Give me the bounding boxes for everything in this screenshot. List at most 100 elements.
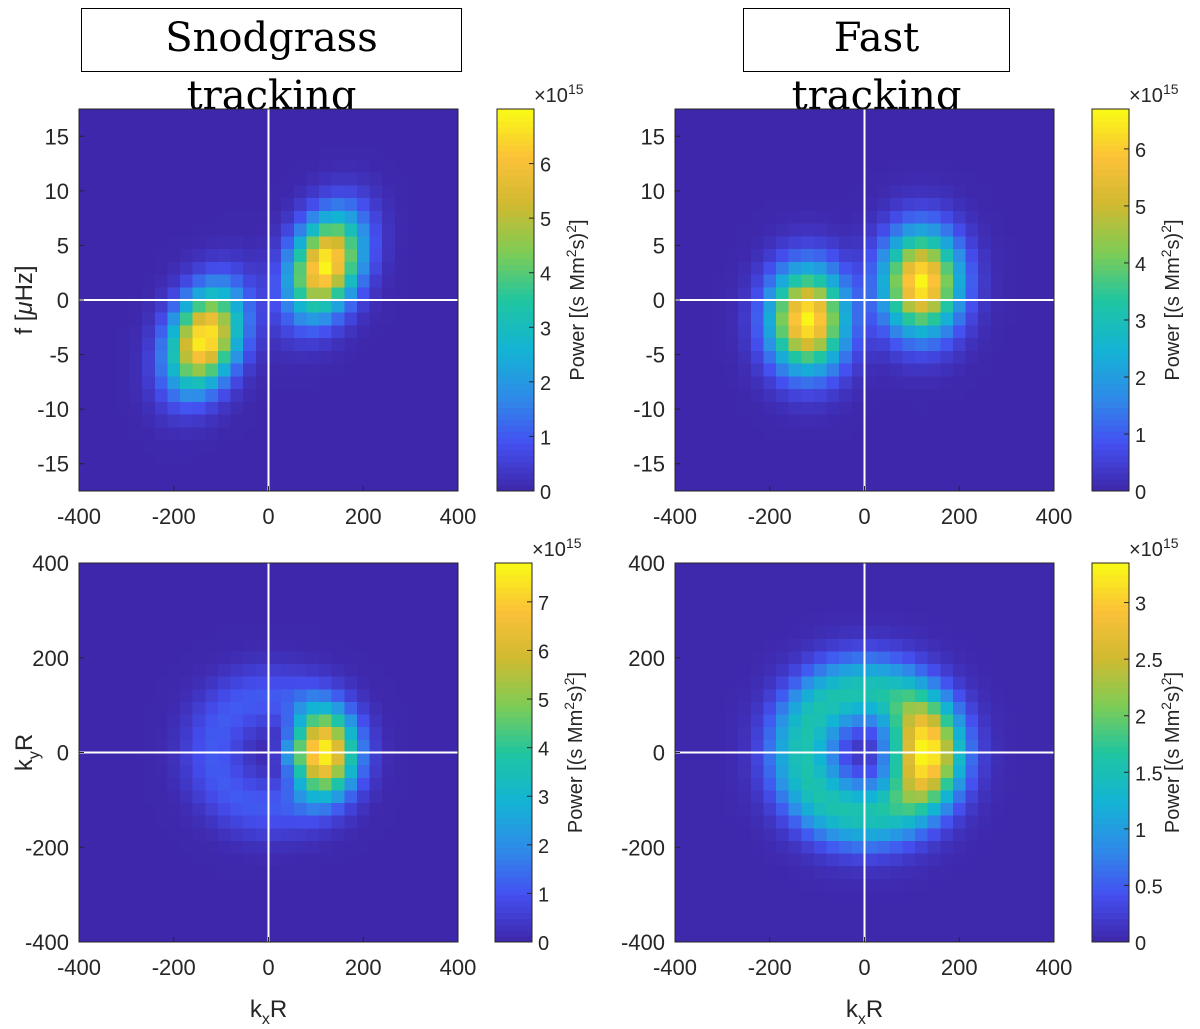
- heatmap-cell: [776, 714, 790, 728]
- heatmap-cell: [725, 727, 739, 741]
- heatmap-cell: [79, 765, 93, 779]
- heatmap-cell: [776, 765, 790, 779]
- colorbar-step: [495, 716, 532, 724]
- heatmap-cell: [293, 752, 307, 766]
- heatmap-cell: [217, 904, 232, 918]
- heatmap-cell: [915, 452, 929, 467]
- heatmap-cell: [1016, 312, 1030, 327]
- heatmap-cell: [268, 312, 282, 327]
- heatmap-cell: [915, 676, 929, 690]
- heatmap-cell: [864, 414, 878, 428]
- heatmap-cell: [382, 312, 396, 327]
- heatmap-cell: [940, 109, 954, 123]
- heatmap-cell: [940, 172, 954, 186]
- heatmap-cell: [420, 249, 434, 263]
- heatmap-cell: [142, 904, 156, 918]
- heatmap-cell: [851, 172, 866, 186]
- heatmap-cell: [877, 172, 891, 186]
- heatmap-cell: [725, 777, 739, 791]
- heatmap-cell: [79, 198, 93, 212]
- heatmap-cell: [978, 840, 992, 855]
- heatmap-cell: [116, 676, 131, 690]
- heatmap-cell: [990, 853, 1005, 867]
- heatmap-cell: [79, 600, 93, 615]
- heatmap-cell: [712, 427, 727, 441]
- heatmap-cell: [889, 600, 903, 615]
- heatmap-cell: [952, 929, 967, 943]
- colorbar-step: [1092, 841, 1129, 848]
- heatmap-cell: [356, 588, 371, 602]
- heatmap-cell: [788, 676, 802, 690]
- heatmap-cell: [142, 790, 156, 804]
- heatmap-cell: [1041, 274, 1055, 288]
- heatmap-cell: [813, 121, 828, 136]
- heatmap-cell: [281, 274, 295, 288]
- heatmap-cell: [839, 916, 853, 930]
- heatmap-cell: [675, 172, 689, 186]
- heatmap-cell: [192, 440, 206, 454]
- heatmap-cell: [965, 575, 979, 589]
- heatmap-cell: [293, 727, 307, 741]
- heatmap-cell: [763, 803, 777, 817]
- heatmap-cell: [369, 638, 383, 653]
- heatmap-cell: [675, 563, 689, 577]
- heatmap-cell: [978, 878, 992, 893]
- heatmap-cell: [687, 626, 701, 640]
- heatmap-cell: [192, 338, 206, 352]
- heatmap-cell: [382, 401, 396, 416]
- heatmap-cell: [788, 651, 802, 665]
- heatmap-cell: [268, 172, 282, 186]
- heatmap-cell: [319, 689, 333, 703]
- heatmap-cell: [192, 701, 206, 716]
- heatmap-cell: [915, 739, 929, 754]
- heatmap-cell: [255, 840, 270, 855]
- heatmap-cell: [230, 651, 244, 665]
- heatmap-cell: [369, 739, 383, 754]
- heatmap-cell: [813, 815, 828, 829]
- heatmap-cell: [432, 563, 446, 577]
- heatmap-cell: [217, 350, 232, 365]
- heatmap-cell: [319, 904, 333, 918]
- heatmap-cell: [369, 452, 383, 467]
- heatmap-cell: [675, 651, 689, 665]
- heatmap-cell: [889, 350, 903, 365]
- heatmap-cell: [230, 363, 244, 377]
- heatmap-cell: [877, 427, 891, 441]
- heatmap-cell: [344, 350, 358, 365]
- heatmap-cell: [217, 236, 232, 250]
- heatmap-cell: [154, 287, 169, 301]
- heatmap-cell: [687, 121, 701, 136]
- heatmap-cell: [864, 478, 878, 492]
- colorbar-tick-label: 1: [540, 427, 551, 449]
- heatmap-cell: [217, 198, 232, 212]
- heatmap-cell: [877, 350, 891, 365]
- heatmap-cell: [306, 452, 320, 467]
- heatmap-cell: [750, 563, 765, 577]
- heatmap-cell: [788, 338, 802, 352]
- colorbar-step: [495, 835, 532, 842]
- heatmap-cell: [205, 815, 219, 829]
- heatmap-cell: [91, 121, 105, 136]
- colorbar-frame: [1091, 562, 1130, 943]
- heatmap-cell: [356, 338, 371, 352]
- colorbar-step: [495, 592, 532, 600]
- heatmap-cell: [687, 664, 701, 678]
- heatmap-cell: [356, 790, 371, 804]
- heatmap-cell: [940, 249, 954, 263]
- heatmap-cell: [167, 777, 181, 791]
- heatmap-cell: [776, 159, 790, 174]
- heatmap-cell: [104, 210, 118, 225]
- heatmap-cell: [217, 626, 232, 640]
- heatmap-cell: [331, 185, 345, 199]
- heatmap-cell: [217, 664, 232, 678]
- heatmap-cell: [180, 147, 194, 161]
- heatmap-cell: [154, 121, 169, 136]
- heatmap-cell: [243, 249, 257, 263]
- heatmap-cell: [268, 752, 282, 766]
- heatmap-cell: [116, 878, 131, 893]
- heatmap-cell: [192, 866, 206, 880]
- heatmap-cell: [281, 739, 295, 754]
- heatmap-cell: [978, 701, 992, 716]
- heatmap-cell: [167, 904, 181, 918]
- heatmap-cell: [889, 376, 903, 390]
